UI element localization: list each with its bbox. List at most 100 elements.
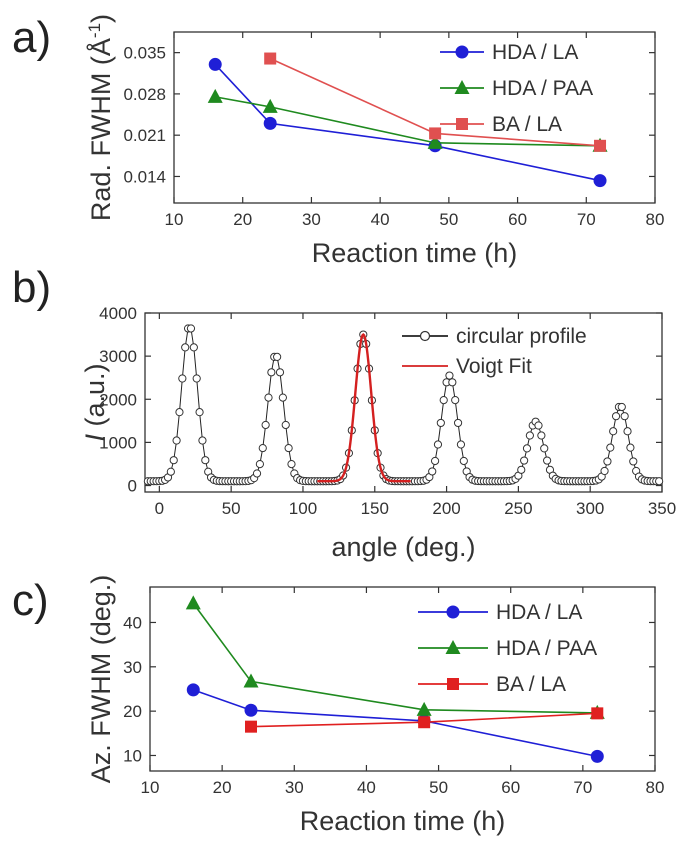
data-point <box>594 139 607 152</box>
data-point <box>451 395 460 405</box>
y-tick-label: 0.021 <box>123 126 166 145</box>
data-point <box>262 98 278 113</box>
x-tick-label: 60 <box>501 778 520 797</box>
x-axis-title: angle (deg.) <box>331 532 475 562</box>
x-tick-label: 60 <box>508 210 527 229</box>
data-point <box>600 466 609 476</box>
x-tick-label: 80 <box>646 778 665 797</box>
data-point <box>520 456 529 465</box>
data-point <box>453 418 463 428</box>
data-point <box>537 431 546 440</box>
x-tick-label: 50 <box>429 778 448 797</box>
data-point <box>243 673 259 688</box>
y-axis-title-suffix: ) <box>86 14 116 23</box>
data-point <box>609 427 618 436</box>
data-point <box>603 457 612 466</box>
data-point <box>456 440 466 449</box>
data-point <box>284 443 293 453</box>
legend-label: circular profile <box>456 325 587 348</box>
data-point <box>245 720 257 733</box>
x-tick-label: 80 <box>646 210 665 229</box>
y-tick-label: 1000 <box>99 433 137 452</box>
x-tick-label: 50 <box>439 210 458 229</box>
data-point <box>207 88 223 103</box>
series-BA / LA <box>264 52 607 152</box>
data-point <box>429 127 442 140</box>
data-point <box>185 595 201 610</box>
data-point <box>261 420 270 430</box>
legend: HDA / LA HDA / PAA BA / LA <box>418 601 597 696</box>
data-point <box>459 456 468 466</box>
data-point <box>427 134 443 149</box>
data-point <box>175 408 184 417</box>
legend-marker <box>447 678 459 690</box>
series-line <box>147 327 660 482</box>
data-point <box>617 402 626 412</box>
data-point <box>273 352 282 362</box>
data-point <box>418 716 431 729</box>
legend-marker <box>445 640 461 654</box>
data-point <box>626 443 635 452</box>
legend-label: BA / LA <box>496 673 566 696</box>
x-tick-label: 250 <box>504 499 532 518</box>
data-point <box>655 477 664 486</box>
data-point <box>540 444 549 453</box>
y-tick-label: 10 <box>123 746 142 765</box>
y-tick-label: 0.028 <box>123 85 166 104</box>
data-point <box>169 456 178 465</box>
legend-label: HDA / PAA <box>492 77 593 100</box>
data-point <box>192 374 201 383</box>
legend-label: HDA / LA <box>496 601 582 624</box>
data-point <box>522 444 532 453</box>
plot-frame <box>149 586 656 772</box>
data-point <box>445 371 454 380</box>
data-point <box>629 457 638 466</box>
panel-label-a: a) <box>12 13 51 62</box>
y-tick-label: 2000 <box>99 390 137 409</box>
data-point <box>611 412 621 421</box>
data-point <box>189 343 198 352</box>
data-point <box>186 324 196 333</box>
plot-frame <box>144 312 663 493</box>
legend-label: BA / LA <box>492 113 562 136</box>
data-point <box>430 456 440 466</box>
y-axis-title-text: (a.u.) <box>80 363 110 434</box>
series-line <box>215 96 601 147</box>
y-axis-title-symbol: I <box>80 434 110 442</box>
panel-label-c: c) <box>12 576 49 625</box>
data-point <box>264 52 277 65</box>
x-tick-label: 40 <box>371 210 390 229</box>
data-point <box>287 460 296 469</box>
x-tick-label: 30 <box>302 210 321 229</box>
x-tick-label: 20 <box>213 778 232 797</box>
y-tick-label: 4000 <box>99 304 137 323</box>
data-point <box>244 703 258 717</box>
data-point <box>208 57 222 71</box>
data-point <box>416 701 432 716</box>
panel-label-b: b) <box>12 263 51 312</box>
panel-b: b) 0 50 100 150 200 250 300 350 0 1000 2000 3000 4000… <box>12 263 676 562</box>
data-point <box>623 427 632 436</box>
series-line <box>193 689 598 758</box>
x-tick-label: 350 <box>648 499 676 518</box>
data-point <box>590 749 604 763</box>
y-tick-label: 30 <box>123 658 142 677</box>
legend: HDA / LA HDA / PAA BA / LA <box>440 41 593 136</box>
x-tick-label: 300 <box>576 499 604 518</box>
x-tick-label: 50 <box>222 499 241 518</box>
data-point <box>263 116 277 130</box>
x-tick-label: 20 <box>233 210 252 229</box>
x-axis-title: Reaction time (h) <box>312 238 518 268</box>
series-circular profile <box>143 324 664 486</box>
y-axis-title: Az. FWHM (deg.) <box>86 575 116 784</box>
x-tick-label: 200 <box>432 499 460 518</box>
data-point <box>186 683 200 697</box>
y-tick-label: 0 <box>128 477 137 496</box>
data-point <box>166 467 175 476</box>
legend-label: HDA / PAA <box>496 637 597 660</box>
x-tick-label: 10 <box>165 210 184 229</box>
series-line <box>192 602 598 714</box>
data-point <box>620 412 629 421</box>
data-point <box>252 469 262 478</box>
data-point <box>448 378 457 387</box>
